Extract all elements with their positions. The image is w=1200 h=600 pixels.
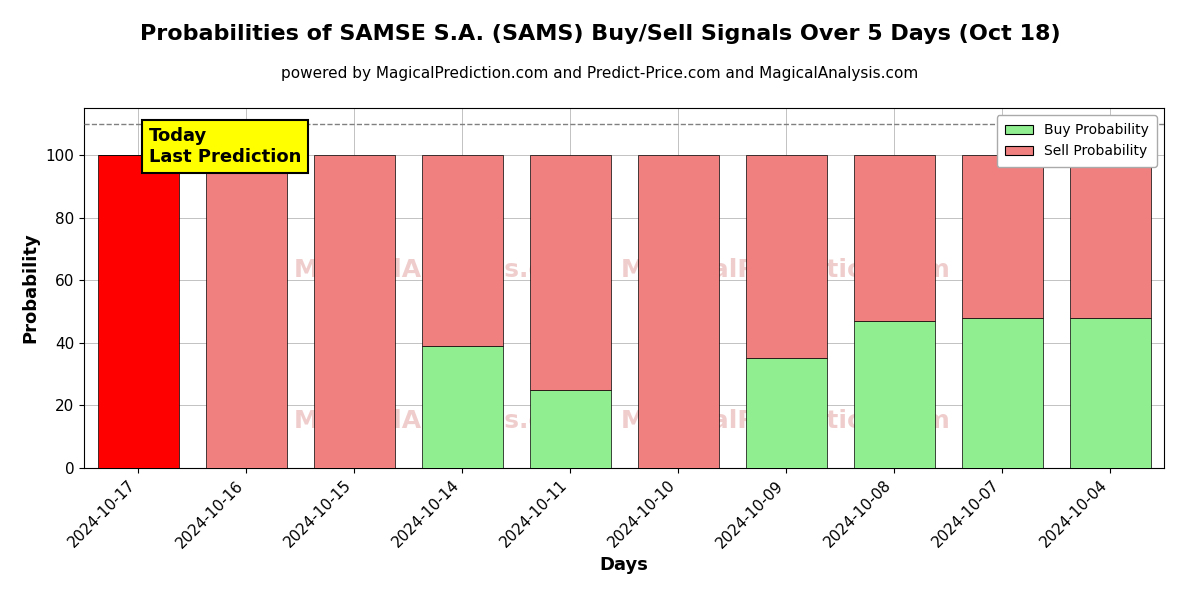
Bar <box>205 155 287 468</box>
Text: powered by MagicalPrediction.com and Predict-Price.com and MagicalAnalysis.com: powered by MagicalPrediction.com and Pre… <box>281 66 919 81</box>
Bar <box>745 358 827 468</box>
Legend: Buy Probability, Sell Probability: Buy Probability, Sell Probability <box>997 115 1157 167</box>
Bar <box>961 318 1043 468</box>
Bar <box>853 321 935 468</box>
Bar <box>529 155 611 390</box>
Bar <box>961 155 1043 318</box>
Bar <box>313 155 395 468</box>
Y-axis label: Probability: Probability <box>22 233 40 343</box>
Bar <box>421 346 503 468</box>
Text: MagicalAnalysis.com: MagicalAnalysis.com <box>294 409 587 433</box>
Bar <box>1069 318 1151 468</box>
Text: Probabilities of SAMSE S.A. (SAMS) Buy/Sell Signals Over 5 Days (Oct 18): Probabilities of SAMSE S.A. (SAMS) Buy/S… <box>139 24 1061 44</box>
Bar <box>637 155 719 468</box>
Bar <box>529 390 611 468</box>
X-axis label: Days: Days <box>600 556 648 574</box>
Bar <box>97 155 179 468</box>
Bar <box>1069 155 1151 318</box>
Text: MagicialPrediction.com: MagicialPrediction.com <box>622 409 950 433</box>
Text: Today
Last Prediction: Today Last Prediction <box>149 127 301 166</box>
Bar <box>745 155 827 358</box>
Bar <box>853 155 935 321</box>
Bar <box>421 155 503 346</box>
Text: MagicialPrediction.com: MagicialPrediction.com <box>622 258 950 282</box>
Text: MagicalAnalysis.com: MagicalAnalysis.com <box>294 258 587 282</box>
